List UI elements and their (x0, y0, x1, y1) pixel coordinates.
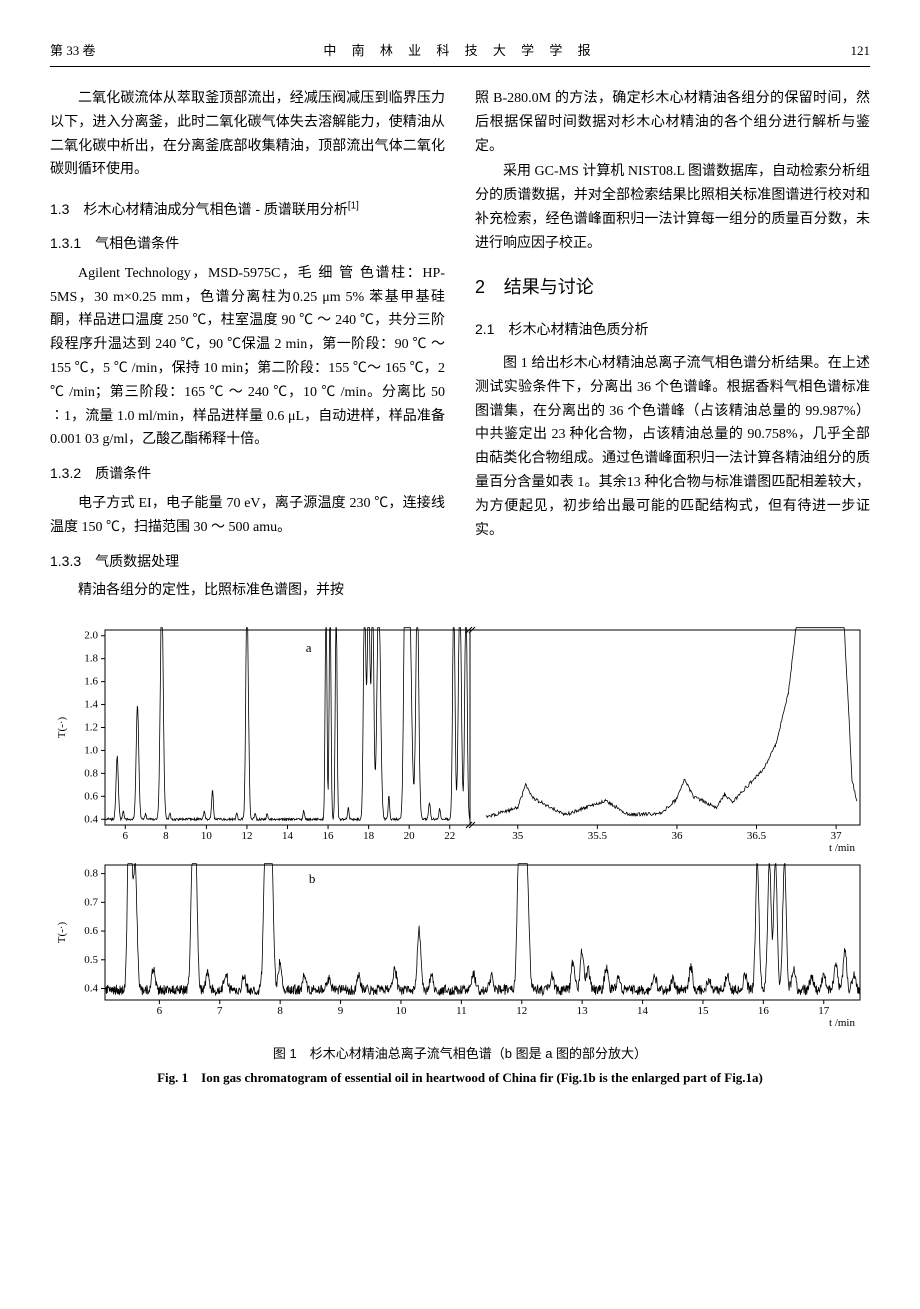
svg-text:13: 13 (577, 1005, 589, 1017)
svg-text:9: 9 (338, 1005, 344, 1017)
section-number: 2 (475, 272, 504, 303)
panel-b: 6 7 8 9 10 11 12 13 14 15 16 17 0.4 0.5 0.6 0.7 0.8 t /mi… (56, 864, 860, 1029)
section-title: 杉木心材精油成分气相色谱 - 质谱联用分析 (83, 201, 347, 217)
paragraph: Agilent Technology，MSD-5975C，毛 细 管 色谱柱：H… (50, 262, 445, 452)
citation-sup: [1] (348, 201, 359, 212)
svg-text:0.5: 0.5 (84, 954, 98, 966)
svg-text:35.5: 35.5 (588, 830, 608, 842)
panel-a: 6 8 10 12 14 16 18 20 22 0.4 0.6 0.8 1.0 1.2 1.4 1.6 1.8… (56, 627, 860, 854)
svg-text:a: a (306, 640, 312, 655)
section-2-heading: 2结果与讨论 (475, 272, 870, 303)
section-title: 质谱条件 (95, 465, 151, 481)
svg-text:0.8: 0.8 (84, 768, 98, 780)
running-head: 第 33 卷 中 南 林 业 科 技 大 学 学 报 121 (50, 40, 870, 67)
section-1-3-3-heading: 1.3.3 气质数据处理 (50, 550, 445, 574)
section-number: 2.1 (475, 321, 494, 337)
svg-text:17: 17 (818, 1005, 830, 1017)
svg-text:0.8: 0.8 (84, 868, 98, 880)
section-number: 1.3.1 (50, 235, 81, 251)
svg-text:14: 14 (282, 830, 294, 842)
svg-text:t /min: t /min (829, 1017, 855, 1029)
svg-text:6: 6 (157, 1005, 163, 1017)
section-title: 杉木心材精油色质分析 (508, 321, 648, 337)
svg-text:11: 11 (456, 1005, 467, 1017)
section-title: 气相色谱条件 (95, 235, 179, 251)
svg-text:12: 12 (516, 1005, 527, 1017)
svg-text:0.4: 0.4 (84, 983, 98, 995)
svg-text:15: 15 (697, 1005, 709, 1017)
volume-label: 第 33 卷 (50, 40, 170, 62)
svg-text:1.2: 1.2 (84, 722, 98, 734)
section-2-1-heading: 2.1 杉木心材精油色质分析 (475, 318, 870, 342)
svg-text:0.6: 0.6 (84, 791, 98, 803)
svg-text:0.6: 0.6 (84, 925, 98, 937)
svg-text:2.0: 2.0 (84, 630, 98, 642)
svg-text:36: 36 (671, 830, 683, 842)
svg-text:8: 8 (163, 830, 169, 842)
svg-text:18: 18 (363, 830, 375, 842)
paragraph: 电子方式 EI，电子能量 70 eV，离子源温度 230 ℃，连接线温度 150… (50, 492, 445, 540)
svg-text:35: 35 (512, 830, 524, 842)
svg-text:16: 16 (323, 830, 335, 842)
svg-text:12: 12 (241, 830, 252, 842)
body-text: 二氧化碳流体从萃取釜顶部流出，经减压阀减压到临界压力以下，进入分离釜，此时二氧化… (50, 87, 870, 605)
svg-text:0.4: 0.4 (84, 813, 98, 825)
svg-text:10: 10 (201, 830, 213, 842)
section-title: 气质数据处理 (95, 553, 179, 569)
figure-caption-en: Fig. 1 Ion gas chromatogram of essential… (50, 1067, 870, 1089)
svg-text:1.8: 1.8 (84, 653, 98, 665)
paragraph: 照 B-280.0M 的方法，确定杉木心材精油各组分的保留时间，然后根据保留时间… (475, 87, 870, 158)
figure-1: 6 8 10 12 14 16 18 20 22 0.4 0.6 0.8 1.0 1.2 1.4 1.6 1.8… (50, 625, 870, 1089)
section-1-3-2-heading: 1.3.2 质谱条件 (50, 462, 445, 486)
page-number: 121 (750, 40, 870, 62)
section-1-3-1-heading: 1.3.1 气相色谱条件 (50, 232, 445, 256)
section-number: 1.3.3 (50, 553, 81, 569)
left-column: 二氧化碳流体从萃取釜顶部流出，经减压阀减压到临界压力以下，进入分离釜，此时二氧化… (50, 87, 445, 605)
right-column: 照 B-280.0M 的方法，确定杉木心材精油各组分的保留时间，然后根据保留时间… (475, 87, 870, 605)
svg-text:0.7: 0.7 (84, 897, 98, 909)
svg-text:b: b (309, 871, 316, 886)
svg-text:16: 16 (758, 1005, 770, 1017)
svg-text:37: 37 (831, 830, 843, 842)
svg-text:7: 7 (217, 1005, 223, 1017)
svg-text:22: 22 (444, 830, 455, 842)
figure-caption-zh: 图 1 杉木心材精油总离子流气相色谱（b 图是 a 图的部分放大） (50, 1043, 870, 1065)
svg-text:t /min: t /min (829, 842, 855, 854)
svg-text:10: 10 (395, 1005, 407, 1017)
section-title: 结果与讨论 (504, 277, 594, 297)
journal-name: 中 南 林 业 科 技 大 学 学 报 (170, 40, 750, 62)
svg-text:6: 6 (123, 830, 129, 842)
paragraph: 图 1 给出杉木心材精油总离子流气相色谱分析结果。在上述测试实验条件下，分离出 … (475, 352, 870, 542)
chromatogram-chart: 6 8 10 12 14 16 18 20 22 0.4 0.6 0.8 1.0 1.2 1.4 1.6 1.8… (50, 625, 870, 1035)
section-number: 1.3.2 (50, 465, 81, 481)
paragraph: 二氧化碳流体从萃取釜顶部流出，经减压阀减压到临界压力以下，进入分离釜，此时二氧化… (50, 87, 445, 182)
svg-text:8: 8 (277, 1005, 283, 1017)
paragraph: 精油各组分的定性，比照标准色谱图，并按 (50, 579, 445, 603)
svg-text:36.5: 36.5 (747, 830, 767, 842)
section-number: 1.3 (50, 201, 69, 217)
paragraph: 采用 GC-MS 计算机 NIST08.L 图谱数据库，自动检索分析组分的质谱数… (475, 160, 870, 255)
section-1-3-heading: 1.3 杉木心材精油成分气相色谱 - 质谱联用分析[1] (50, 198, 445, 222)
svg-text:T(-·): T(-·) (56, 922, 68, 944)
svg-text:T(-·): T(-·) (56, 717, 68, 739)
svg-text:20: 20 (404, 830, 416, 842)
svg-text:1.4: 1.4 (84, 699, 98, 711)
svg-text:1.0: 1.0 (84, 745, 98, 757)
svg-text:1.6: 1.6 (84, 676, 98, 688)
svg-text:14: 14 (637, 1005, 649, 1017)
